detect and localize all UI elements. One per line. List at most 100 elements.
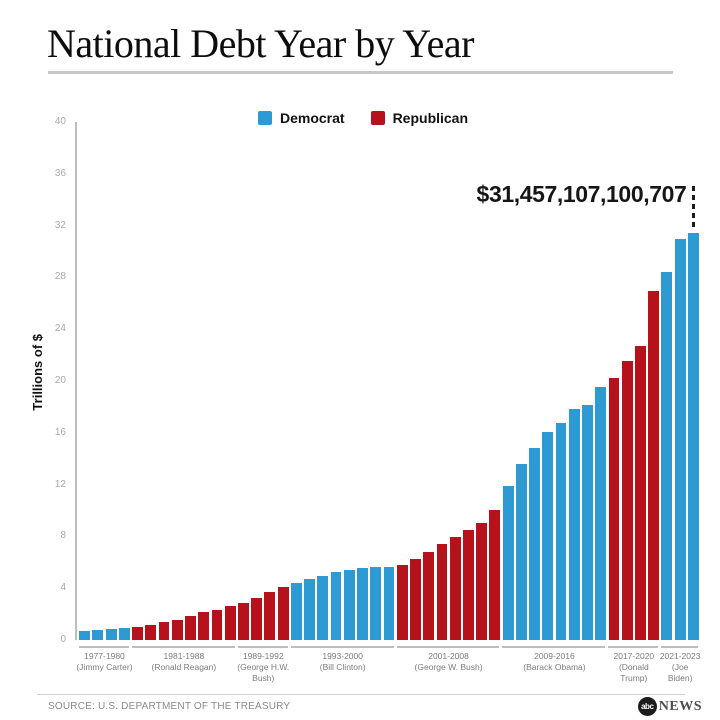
group-years-1989-1992: 1989-1992 <box>242 651 284 661</box>
group-president-1981-1988: (Ronald Reagan) <box>151 662 217 672</box>
bar-2022 <box>674 239 686 640</box>
bar-2023 <box>687 232 699 640</box>
group-label-1989-1992: 1989-1992 (George H.W. Bush) <box>203 651 323 684</box>
group-label-1977-1980: 1977-1980 (Jimmy Carter) <box>44 651 164 673</box>
group-president-2017-2020: Trump) <box>620 673 648 683</box>
group-label-2021-2023: 2021-2023 (Joe Biden) <box>620 651 720 684</box>
group-bracket-2021-2023 <box>661 646 698 648</box>
group-bracket-1981-1988 <box>131 646 235 648</box>
y-tick-32: 32 <box>54 219 66 231</box>
bar-2011 <box>529 448 540 640</box>
bar-1983 <box>158 622 170 640</box>
group-label-1981-1988: 1981-1988 (Ronald Reagan) <box>124 651 244 673</box>
bar-1979 <box>105 629 117 640</box>
bar-2010 <box>515 464 527 640</box>
legend-item-democrat: Democrat <box>257 110 345 126</box>
y-tick-0: 0 <box>60 634 66 645</box>
y-tick-28: 28 <box>54 271 66 283</box>
y-tick-12: 12 <box>54 478 66 490</box>
y-tick-24: 24 <box>54 323 66 335</box>
debt-total-callout: $31,457,107,100,707 <box>476 181 687 207</box>
bar-2001 <box>396 564 408 640</box>
group-bracket-2009-2016 <box>502 646 606 648</box>
bar-2007 <box>476 523 488 640</box>
group-years-2009-2016: 2009-2016 <box>534 651 575 661</box>
bar-1989 <box>237 602 249 640</box>
bar-1997 <box>343 569 355 640</box>
bar-2019 <box>635 345 646 640</box>
group-years-1993-2000: 1993-2000 <box>322 651 363 661</box>
group-years-1977-1980: 1977-1980 <box>84 651 125 661</box>
group-label-2009-2016: 2009-2016 (Barack Obama) <box>494 651 614 673</box>
bar-1991 <box>264 592 276 640</box>
source-credit: SOURCE: U.S. DEPARTMENT OF THE TREASURY <box>48 701 291 712</box>
y-tick-40: 40 <box>54 116 66 127</box>
chart-legend: Democrat Republican <box>52 110 674 126</box>
group-bracket-2001-2008 <box>396 646 500 648</box>
bar-2008 <box>489 510 501 640</box>
bar-1999 <box>370 566 382 640</box>
group-label-2001-2008: 2001-2008 (George W. Bush) <box>389 651 509 673</box>
group-president-1989-1992: Bush) <box>252 673 275 683</box>
bar-1994 <box>304 579 315 640</box>
y-tick-4: 4 <box>60 582 66 594</box>
footer-divider <box>37 694 685 695</box>
callout-dashed-line-icon <box>692 186 696 231</box>
bar-2002 <box>410 559 421 640</box>
title-divider <box>48 71 673 74</box>
legend-label-republican: Republican <box>392 110 469 126</box>
bar-1977 <box>79 630 91 640</box>
bar-1986 <box>198 612 210 640</box>
bar-1996 <box>330 572 342 640</box>
group-label-1993-2000: 1993-2000 (Bill Clinton) <box>283 651 403 673</box>
bar-1988 <box>224 606 236 640</box>
news-wordmark: NEWS <box>658 698 702 714</box>
group-bracket-1977-1980 <box>79 646 129 648</box>
bar-1993 <box>290 582 302 640</box>
bar-1987 <box>211 609 223 640</box>
abc-circle-icon: abc <box>637 697 657 716</box>
bar-2006 <box>462 529 474 640</box>
bar-1995 <box>317 575 329 640</box>
bar-2003 <box>423 552 435 640</box>
bar-2004 <box>436 544 448 640</box>
group-president-2021-2023: (Joe <box>671 662 689 672</box>
group-president-2009-2016: (Barack Obama) <box>523 662 586 672</box>
bar-1992 <box>277 587 289 640</box>
bar-2005 <box>449 537 461 640</box>
group-years-2001-2008: 2001-2008 <box>428 651 469 661</box>
group-label-2017-2020: 2017-2020 (Donald Trump) <box>574 651 694 684</box>
bar-2018 <box>621 361 633 640</box>
bar-2009 <box>502 485 514 640</box>
abc-logo-text: abc <box>641 702 654 711</box>
bar-2000 <box>383 566 395 640</box>
bar-2012 <box>542 431 554 640</box>
bar-1998 <box>357 568 368 640</box>
group-president-2001-2008: (George W. Bush) <box>414 662 483 672</box>
bar-2016 <box>595 386 607 640</box>
bar-2013 <box>555 423 567 640</box>
bar-2015 <box>582 404 593 640</box>
y-tick-20: 20 <box>54 375 66 386</box>
bar-2017 <box>608 377 620 640</box>
group-president-2017-2020: (Donald <box>618 662 649 672</box>
group-president-1977-1980: (Jimmy Carter) <box>76 662 133 672</box>
bar-1981 <box>132 627 143 640</box>
democrat-swatch-icon <box>257 111 272 125</box>
group-president-1993-2000: (Bill Clinton) <box>319 662 366 672</box>
y-axis-line <box>75 122 77 640</box>
bar-2020 <box>648 291 660 640</box>
bar-1990 <box>251 598 263 640</box>
group-bracket-2017-2020 <box>608 646 659 648</box>
bar-1978 <box>92 630 104 640</box>
plot-area <box>78 122 700 640</box>
republican-swatch-icon <box>370 111 385 125</box>
group-years-2021-2023: 2021-2023 <box>659 651 701 661</box>
legend-item-republican: Republican <box>370 110 469 126</box>
group-years-2017-2020: 2017-2020 <box>613 651 655 661</box>
page-title: National Debt Year by Year <box>47 21 474 66</box>
y-tick-36: 36 <box>54 167 66 179</box>
bar-1982 <box>145 625 157 640</box>
y-tick-8: 8 <box>60 530 66 542</box>
